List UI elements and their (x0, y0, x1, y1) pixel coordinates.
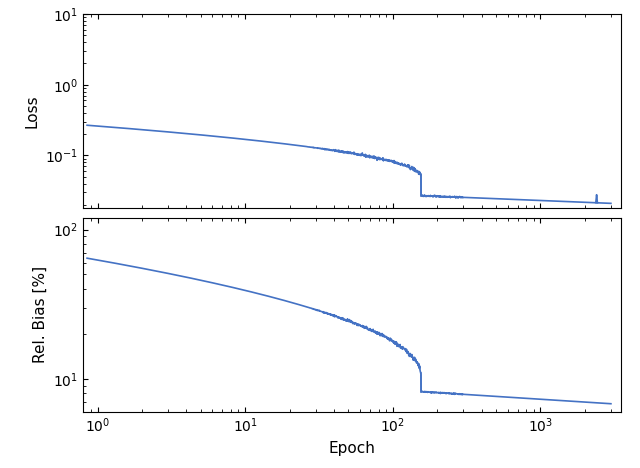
Y-axis label: Rel. Bias [%]: Rel. Bias [%] (33, 266, 48, 363)
X-axis label: Epoch: Epoch (328, 441, 376, 456)
Y-axis label: Loss: Loss (24, 94, 40, 128)
